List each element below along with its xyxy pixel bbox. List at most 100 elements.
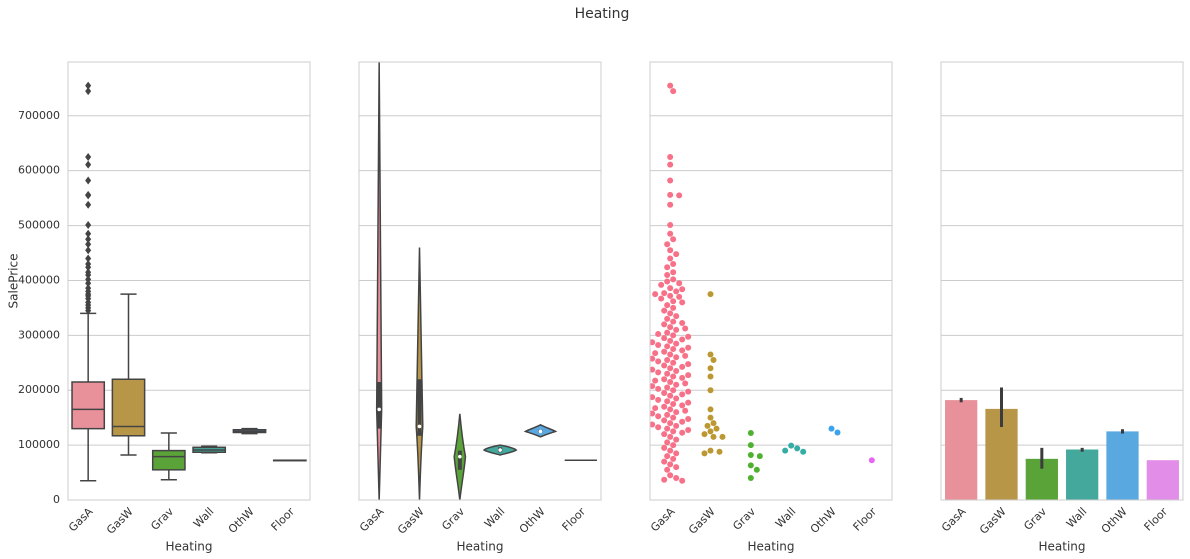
swarm-point xyxy=(679,286,686,293)
swarm-point xyxy=(670,373,677,380)
outlier xyxy=(85,221,92,230)
swarm-point xyxy=(667,222,674,229)
swarm-point xyxy=(685,344,692,351)
x-tick-label: Wall xyxy=(773,505,798,530)
swarm-point xyxy=(676,192,683,199)
swarm-point xyxy=(664,425,671,432)
box xyxy=(71,381,106,430)
swarm-point xyxy=(650,410,656,417)
swarm-point xyxy=(655,330,662,337)
swarm-point xyxy=(664,370,671,377)
x-tick-label: OthW xyxy=(226,505,257,536)
swarm-point xyxy=(670,88,677,95)
plot-area xyxy=(68,81,310,500)
swarm-point xyxy=(673,436,680,443)
swarm-point xyxy=(670,298,677,305)
swarm-point xyxy=(747,430,754,437)
swarm-point xyxy=(710,420,717,427)
swarm-point xyxy=(670,236,677,243)
swarm-point xyxy=(664,271,671,278)
swarm-point xyxy=(670,332,677,339)
swarm-point xyxy=(661,431,668,438)
swarm-point xyxy=(794,445,801,452)
axes-frame xyxy=(649,61,893,501)
bar xyxy=(1066,449,1099,500)
swarm-point xyxy=(679,319,686,326)
swarm-point xyxy=(756,453,763,460)
swarm-point xyxy=(788,442,795,449)
outlier xyxy=(85,270,92,279)
swarm-point xyxy=(655,385,662,392)
x-axis-label: Heating xyxy=(456,540,503,554)
swarm-point xyxy=(650,339,656,346)
swarm-point xyxy=(673,340,680,347)
swarm-point xyxy=(652,377,659,384)
y-tick-label: 600000 xyxy=(18,164,60,177)
swarm-point xyxy=(710,357,717,364)
x-tick-label: Grav xyxy=(730,505,758,533)
swarm-point xyxy=(707,414,714,421)
y-tick-label: 100000 xyxy=(18,438,60,451)
y-tick-label: 200000 xyxy=(18,383,60,396)
swarm-point xyxy=(655,413,662,420)
swarm-point xyxy=(664,398,671,405)
swarm-point xyxy=(661,476,668,483)
swarm-point xyxy=(673,464,680,471)
x-axis-label: Heating xyxy=(747,540,794,554)
swarm-point xyxy=(707,428,714,435)
swarm-point xyxy=(655,369,662,376)
outlier xyxy=(85,229,92,238)
swarm-point xyxy=(800,448,807,455)
swarm-point xyxy=(667,461,674,468)
swarm-point xyxy=(667,310,674,317)
swarm-point xyxy=(655,341,662,348)
swarm-point xyxy=(685,388,692,395)
swarm-point xyxy=(713,425,720,432)
swarm-point xyxy=(661,307,668,314)
violin-median xyxy=(417,424,422,429)
violin-median xyxy=(538,429,543,434)
swarm-point xyxy=(682,380,689,387)
x-axis-label: Heating xyxy=(165,540,212,554)
swarm-point xyxy=(701,431,708,438)
swarm-point xyxy=(650,394,656,401)
swarm-point xyxy=(650,383,656,390)
swarm-point xyxy=(670,318,677,325)
swarm-point xyxy=(676,293,683,300)
swarm-point xyxy=(664,264,671,271)
swarm-point xyxy=(670,276,677,283)
box xyxy=(111,378,146,437)
swarm-point xyxy=(664,384,671,391)
swarm-point xyxy=(667,255,674,262)
swarm-point xyxy=(670,414,677,421)
swarm-point xyxy=(667,392,674,399)
bar xyxy=(1146,460,1179,500)
swarm-point xyxy=(652,291,659,298)
swarm-point xyxy=(679,363,686,370)
swarm-point xyxy=(667,230,674,237)
swarm-point xyxy=(670,442,677,449)
swarm-point xyxy=(707,365,714,372)
swarm-point xyxy=(673,313,680,320)
swarm-point xyxy=(661,458,668,465)
swarm-point xyxy=(655,358,662,365)
y-tick-label: 300000 xyxy=(18,328,60,341)
swarm-point xyxy=(673,381,680,388)
swarm-point xyxy=(670,455,677,462)
x-axis-label: Heating xyxy=(1038,540,1085,554)
swarm-point xyxy=(667,447,674,454)
swarm-point xyxy=(661,321,668,328)
y-tick-label: 0 xyxy=(53,493,60,506)
swarm-point xyxy=(667,420,674,427)
swarm-point xyxy=(661,290,668,297)
swarm-point xyxy=(658,281,665,288)
swarm-point xyxy=(667,351,674,358)
swarm-point xyxy=(670,269,677,276)
swarm-point xyxy=(679,336,686,343)
swarm-point xyxy=(667,285,674,292)
swarm-point xyxy=(782,447,789,454)
bar xyxy=(945,400,978,500)
x-tick-label: Grav xyxy=(1021,505,1049,533)
swarm-point xyxy=(650,366,656,373)
swarm-point xyxy=(679,299,686,306)
